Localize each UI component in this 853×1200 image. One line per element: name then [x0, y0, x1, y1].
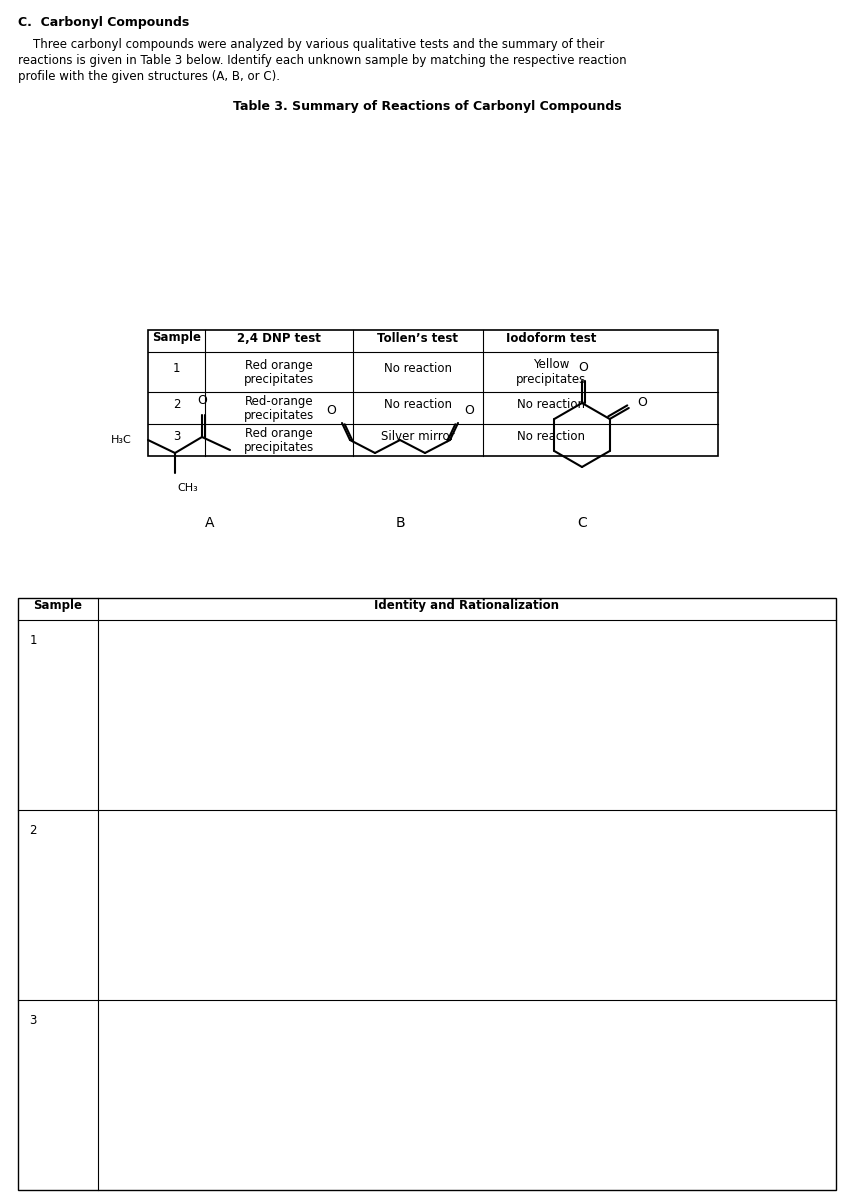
Text: precipitates: precipitates — [244, 372, 314, 385]
Text: No reaction: No reaction — [517, 397, 585, 410]
Text: No reaction: No reaction — [384, 361, 451, 374]
Text: No reaction: No reaction — [517, 430, 585, 443]
Text: Yellow: Yellow — [532, 359, 569, 372]
Text: O: O — [636, 396, 646, 408]
Text: precipitates: precipitates — [244, 408, 314, 421]
Text: profile with the given structures (A, B, or C).: profile with the given structures (A, B,… — [18, 70, 280, 83]
Text: Identity and Rationalization: Identity and Rationalization — [374, 600, 559, 612]
Text: 3: 3 — [172, 430, 180, 443]
Text: reactions is given in Table 3 below. Identify each unknown sample by matching th: reactions is given in Table 3 below. Ide… — [18, 54, 626, 67]
Text: A: A — [205, 516, 214, 530]
Text: 2: 2 — [172, 397, 180, 410]
Text: 1: 1 — [29, 634, 37, 647]
Text: Three carbonyl compounds were analyzed by various qualitative tests and the summ: Three carbonyl compounds were analyzed b… — [18, 38, 604, 50]
Text: H₃C: H₃C — [111, 434, 132, 445]
Text: precipitates: precipitates — [516, 372, 586, 385]
Text: CH₃: CH₃ — [177, 482, 198, 493]
Text: Red orange: Red orange — [245, 359, 312, 372]
Text: Tollen’s test: Tollen’s test — [377, 331, 458, 344]
Text: Iodoform test: Iodoform test — [506, 331, 596, 344]
Bar — [18, 598, 835, 1190]
Text: O: O — [463, 404, 473, 416]
Text: B: B — [395, 516, 404, 530]
Text: Sample: Sample — [33, 600, 83, 612]
Text: 1: 1 — [172, 361, 180, 374]
Text: O: O — [197, 394, 206, 407]
Text: Silver mirror: Silver mirror — [380, 430, 455, 443]
Text: Sample: Sample — [152, 331, 200, 344]
Text: Table 3. Summary of Reactions of Carbonyl Compounds: Table 3. Summary of Reactions of Carbony… — [232, 100, 621, 113]
Text: Red-orange: Red-orange — [245, 395, 313, 408]
Text: 2,4 DNP test: 2,4 DNP test — [237, 331, 321, 344]
Text: Red orange: Red orange — [245, 426, 312, 439]
Bar — [148, 330, 717, 456]
Text: C.  Carbonyl Compounds: C. Carbonyl Compounds — [18, 16, 189, 29]
Text: O: O — [577, 361, 587, 374]
Text: precipitates: precipitates — [244, 440, 314, 454]
Text: 3: 3 — [29, 1014, 37, 1027]
Text: C: C — [577, 516, 586, 530]
Text: O: O — [326, 404, 335, 416]
Text: 2: 2 — [29, 824, 37, 838]
Text: No reaction: No reaction — [384, 397, 451, 410]
